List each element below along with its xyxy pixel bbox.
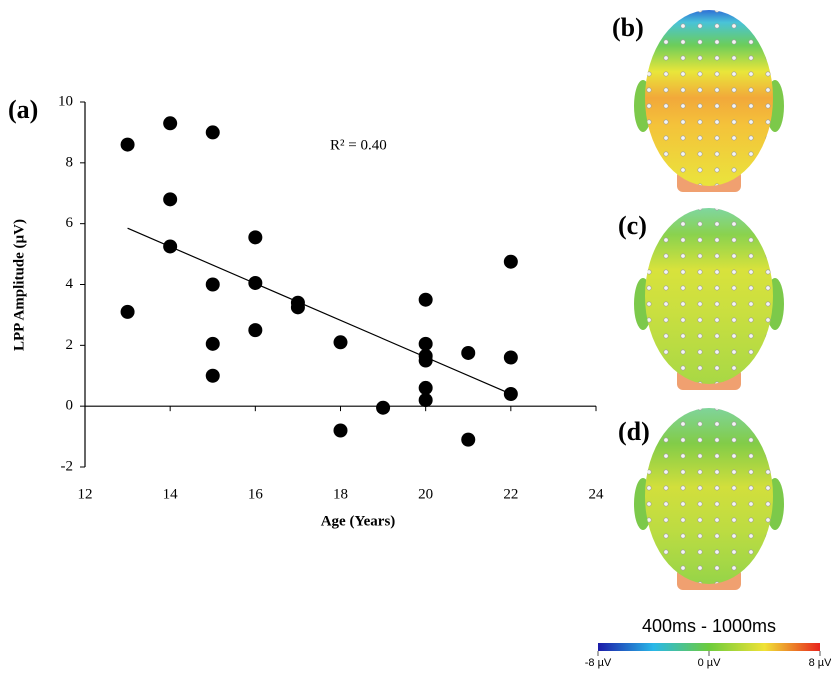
electrodes (645, 10, 773, 186)
colorbar-tick-label: 8 µV (809, 657, 831, 669)
x-tick-label: 20 (418, 486, 433, 502)
colorbar-tick-label: -8 µV (585, 657, 612, 669)
point (503, 350, 518, 365)
colorbar (598, 643, 820, 651)
y-tick-label: 8 (66, 154, 74, 170)
head-d (634, 408, 784, 590)
point (418, 336, 433, 351)
point (205, 125, 220, 140)
colorbar-title: 400ms - 1000ms (642, 616, 776, 636)
annotation: R² = 0.40 (330, 137, 387, 153)
head-b (634, 10, 784, 192)
point (418, 353, 433, 368)
point (290, 300, 305, 315)
panel-label: (b) (612, 13, 644, 42)
y-tick-label: 4 (66, 276, 74, 292)
y-tick-label: 2 (66, 337, 74, 353)
panel-label: (a) (8, 95, 38, 124)
x-tick-label: 24 (589, 486, 605, 502)
trendline (127, 227, 512, 395)
electrodes (645, 208, 773, 384)
y-tick-label: 0 (66, 398, 74, 414)
colorbar-tick-label: 0 µV (698, 657, 722, 669)
point (503, 254, 518, 269)
point (333, 423, 348, 438)
point (461, 345, 476, 360)
x-tick-label: 22 (503, 486, 518, 502)
point (461, 432, 476, 447)
y-tick-label: -2 (61, 458, 74, 474)
x-axis-label: Age (Years) (321, 513, 396, 529)
panel-label: (c) (618, 211, 647, 240)
point (120, 304, 135, 319)
x-tick-label: 16 (248, 486, 264, 502)
point (503, 387, 518, 401)
point (205, 336, 220, 351)
panel-label: (d) (618, 417, 650, 446)
point (163, 116, 178, 131)
y-axis-label: LPP Amplitude (µV) (11, 219, 27, 351)
point (376, 400, 391, 415)
x-tick-label: 18 (333, 486, 348, 502)
point (248, 323, 263, 338)
point (418, 393, 433, 408)
point (333, 335, 348, 350)
point (163, 192, 178, 207)
point (418, 292, 433, 307)
point (248, 275, 263, 290)
electrodes (645, 408, 773, 584)
point (163, 239, 178, 254)
head-c (634, 208, 784, 390)
x-tick-label: 12 (78, 486, 93, 502)
x-tick-label: 14 (163, 486, 179, 502)
point (205, 368, 220, 383)
y-tick-label: 6 (66, 215, 74, 231)
point (248, 230, 263, 245)
point (418, 380, 433, 395)
point (205, 277, 220, 292)
point (120, 137, 135, 152)
y-tick-label: 10 (58, 93, 73, 109)
